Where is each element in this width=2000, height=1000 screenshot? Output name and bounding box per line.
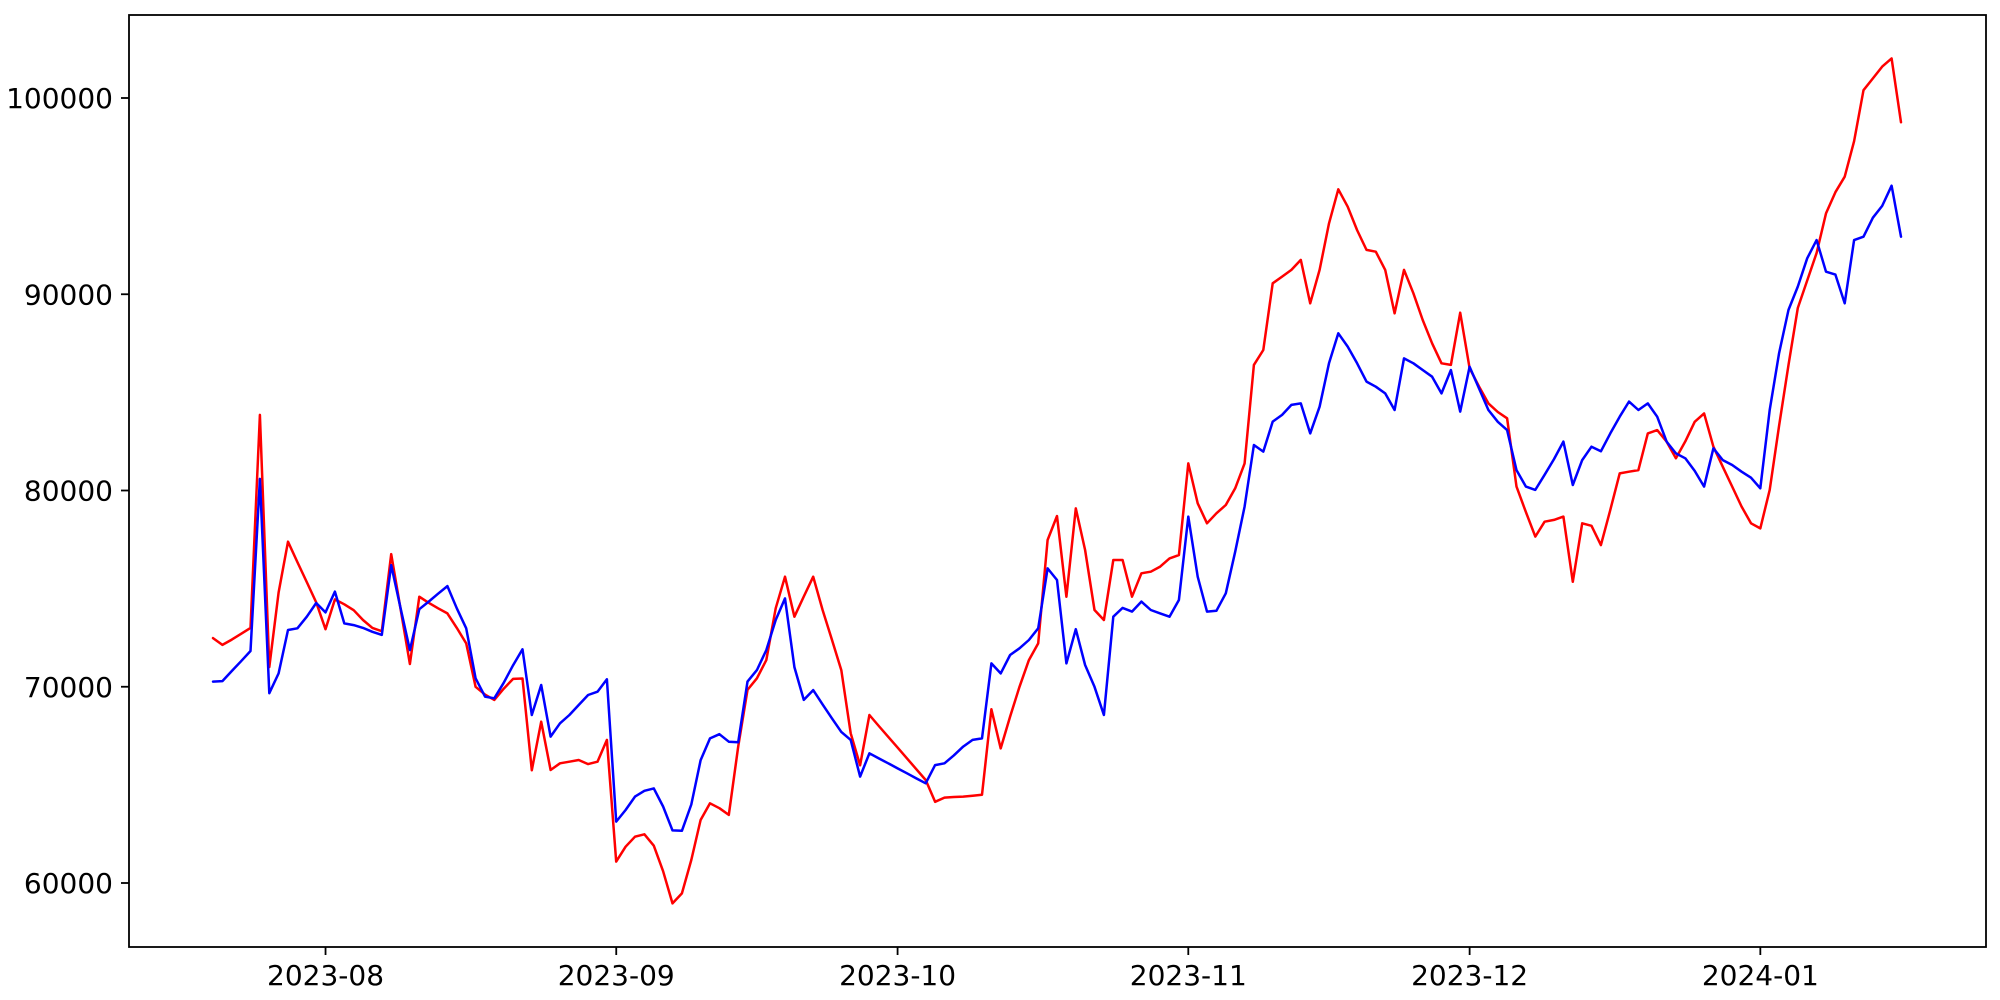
x-tick-label: 2023-08 (267, 959, 384, 992)
y-axis: 60000 70000 80000 90000 100000 (6, 82, 129, 900)
x-tick-label: 2023-12 (1411, 959, 1528, 992)
y-tick-label: 100000 (6, 82, 113, 115)
red-series-line (211, 57, 1903, 905)
y-tick-label: 60000 (24, 867, 113, 900)
x-tick-label: 2023-09 (558, 959, 675, 992)
blue-series-line (211, 184, 1903, 833)
plot-border (128, 14, 1987, 948)
x-tick-label: 2023-11 (1130, 959, 1247, 992)
x-axis: 2023-08 2023-09 2023-10 2023-11 2023-12 2024-… (267, 947, 1819, 992)
y-tick-label: 70000 (24, 671, 113, 704)
y-tick-label: 80000 (24, 475, 113, 508)
x-tick-label: 2023-10 (839, 959, 956, 992)
x-tick-label: 2024-01 (1702, 959, 1819, 992)
y-tick-label: 90000 (24, 278, 113, 311)
